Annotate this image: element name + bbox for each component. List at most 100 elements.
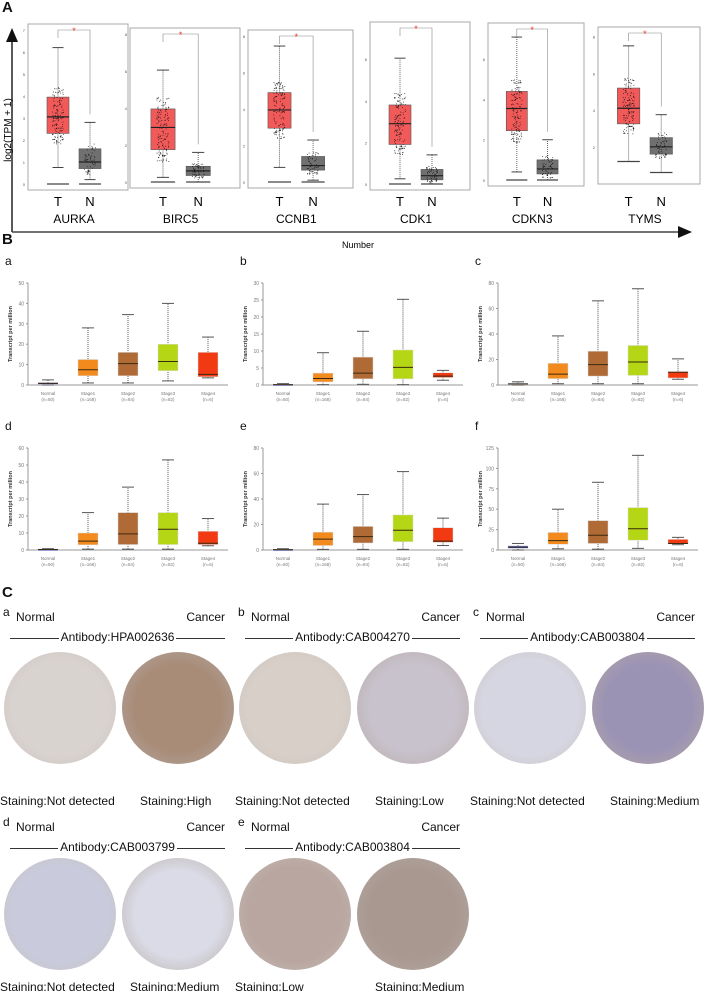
data-point	[428, 165, 430, 167]
box-N	[649, 137, 673, 155]
data-point	[279, 101, 281, 103]
data-point	[630, 112, 632, 114]
data-point	[629, 82, 631, 83]
data-point	[281, 93, 283, 94]
data-point	[396, 117, 398, 119]
data-point	[665, 140, 667, 142]
data-point	[317, 166, 319, 168]
data-point	[623, 88, 625, 90]
data-point	[400, 134, 402, 135]
data-point	[56, 97, 58, 99]
category-count: (n=82)	[631, 562, 645, 567]
data-point	[94, 156, 96, 157]
y-tick-label: 20	[253, 523, 259, 529]
data-point	[280, 88, 282, 90]
group-label-N: N	[85, 194, 94, 209]
y-tick-label: 4	[483, 97, 486, 102]
category-label: Stage1	[316, 556, 331, 561]
category-count: (n=6)	[438, 562, 449, 567]
gene-name: BIRC5	[163, 212, 199, 226]
data-point	[519, 82, 521, 84]
data-point	[276, 93, 278, 95]
box-stage3	[157, 512, 179, 545]
data-point	[157, 139, 159, 141]
data-point	[282, 133, 284, 135]
data-point	[395, 115, 397, 117]
data-point	[632, 130, 634, 132]
y-axis-label: Transcript per million	[243, 305, 249, 362]
data-point	[431, 180, 432, 181]
data-point	[628, 99, 630, 101]
data-point	[658, 147, 660, 149]
data-point	[516, 93, 518, 95]
data-point	[513, 122, 515, 124]
data-point	[52, 121, 54, 123]
data-point	[626, 100, 628, 101]
data-point	[517, 87, 519, 89]
data-point	[159, 137, 161, 139]
data-point	[161, 120, 163, 122]
data-point	[94, 147, 96, 149]
data-point	[664, 136, 666, 138]
data-point	[52, 139, 54, 140]
data-point	[282, 88, 284, 90]
data-point	[55, 130, 57, 132]
data-point	[199, 170, 201, 172]
data-point	[88, 154, 90, 156]
y-tick-label: 60	[488, 307, 494, 313]
data-point	[156, 118, 158, 120]
data-point	[273, 97, 275, 99]
data-point	[402, 122, 404, 124]
data-point	[627, 77, 629, 79]
data-point	[398, 105, 399, 107]
data-point	[86, 172, 88, 174]
data-point	[546, 171, 548, 172]
data-point	[61, 130, 63, 132]
data-point	[623, 119, 625, 121]
data-point	[158, 160, 160, 162]
data-point	[520, 103, 522, 105]
y-axis-label: Transcript per million	[8, 470, 14, 527]
data-point	[630, 92, 632, 93]
data-point	[395, 104, 397, 106]
data-point	[628, 115, 630, 117]
data-point	[197, 165, 199, 167]
data-point	[545, 163, 547, 165]
data-point	[552, 157, 554, 159]
data-point	[666, 134, 667, 136]
data-point	[165, 155, 167, 156]
data-point	[284, 96, 286, 98]
data-point	[275, 105, 277, 107]
data-point	[162, 125, 164, 127]
data-point	[157, 106, 159, 108]
data-point	[159, 100, 161, 102]
data-point	[62, 121, 64, 123]
data-point	[316, 152, 318, 154]
data-point	[168, 106, 169, 108]
data-point	[517, 110, 519, 112]
data-point	[514, 140, 516, 142]
y-tick-label: 2	[125, 143, 128, 148]
normal-staining: Staining:Not detected	[0, 794, 115, 808]
data-point	[513, 94, 514, 96]
data-point	[394, 97, 396, 99]
category-label: Normal	[41, 556, 56, 561]
data-point	[283, 97, 285, 99]
normal-label: Normal	[16, 610, 55, 624]
data-point	[663, 146, 665, 147]
data-point	[311, 168, 313, 170]
data-point	[547, 173, 549, 175]
data-point	[277, 111, 279, 112]
data-point	[398, 122, 400, 124]
category-count: (n=84)	[356, 562, 370, 567]
data-point	[517, 103, 519, 105]
data-point	[168, 97, 170, 99]
data-point	[159, 120, 161, 122]
data-point	[515, 141, 517, 143]
data-point	[60, 100, 62, 102]
data-point	[162, 130, 164, 132]
data-point	[280, 83, 282, 85]
stage-boxplot-e: Transcript per million020406080Normal(n=…	[243, 446, 463, 567]
data-point	[547, 159, 549, 161]
data-point	[541, 173, 543, 175]
